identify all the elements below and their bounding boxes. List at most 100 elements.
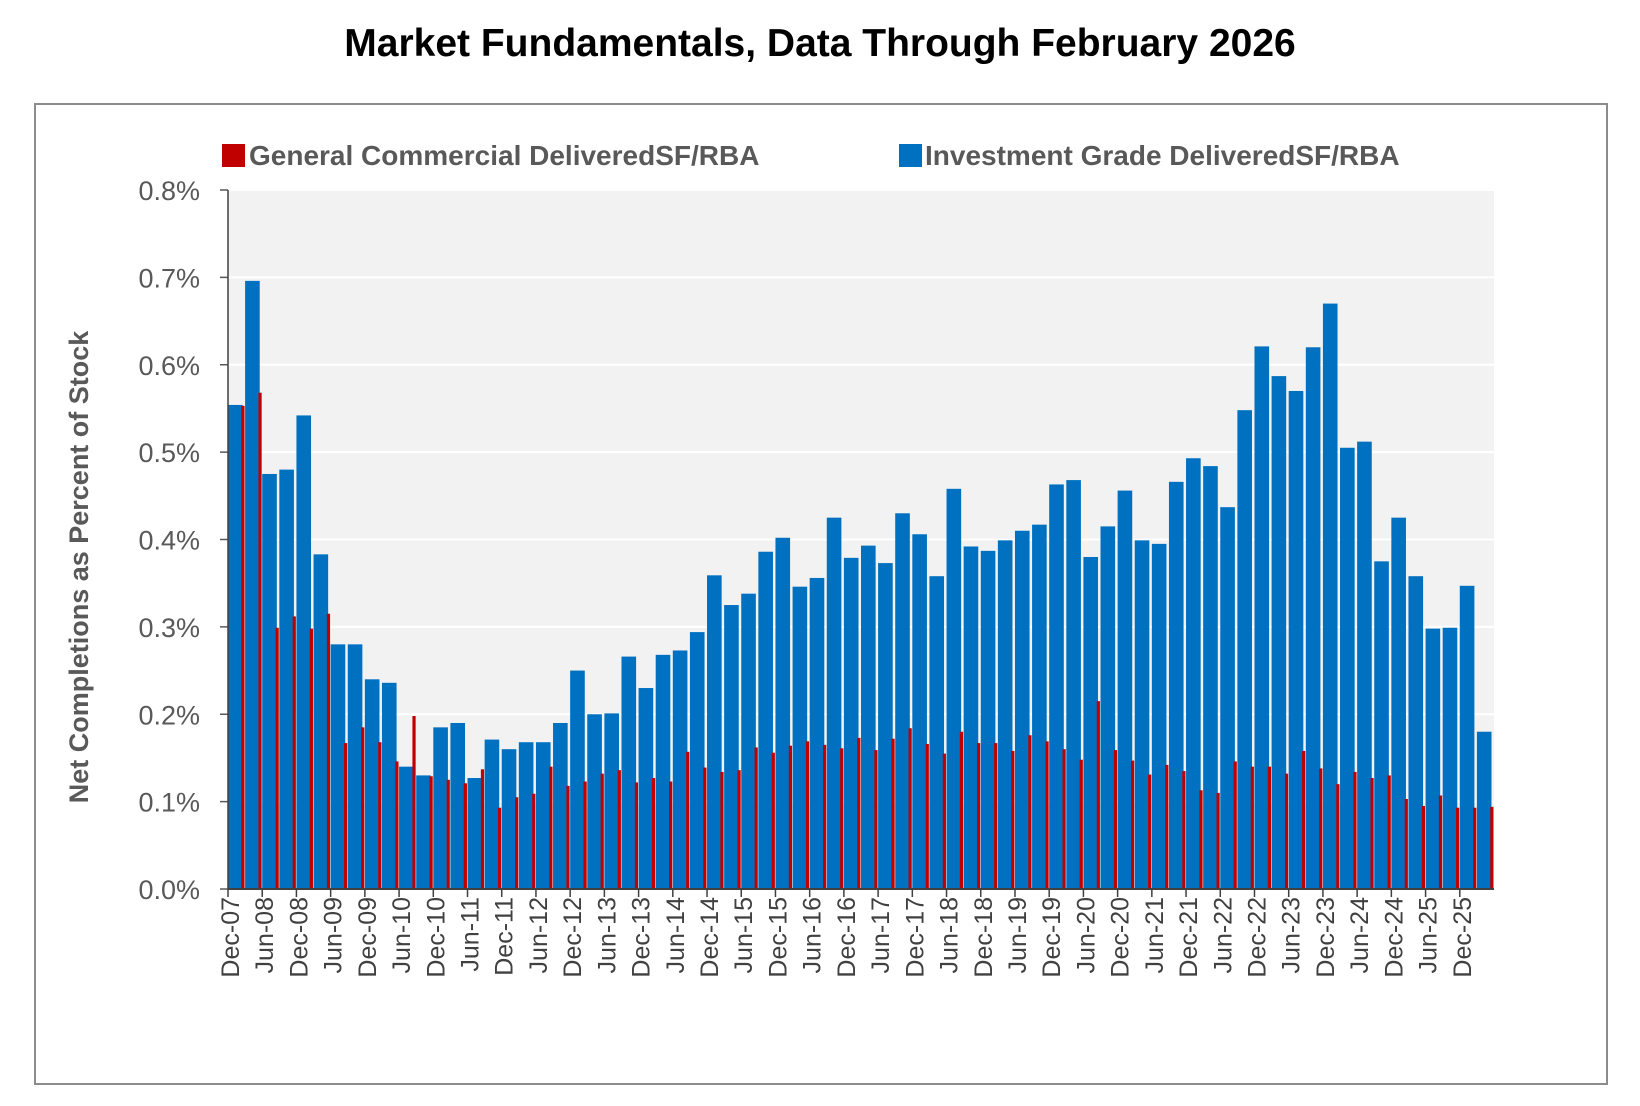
bar-investment-grade	[1391, 517, 1406, 889]
bar-general-commercial	[446, 779, 450, 889]
bar-general-commercial	[840, 748, 844, 889]
x-tick-label: Jun-10	[388, 897, 416, 973]
bar-investment-grade	[689, 632, 705, 889]
bar-general-commercial	[1387, 775, 1391, 889]
x-tick-label: Jun-13	[593, 897, 621, 973]
x-tick-label: Dec-20	[1107, 897, 1135, 978]
bar-general-commercial	[1216, 792, 1220, 889]
bar-investment-grade	[296, 415, 312, 889]
bar-investment-grade	[724, 605, 739, 889]
legend: General Commercial DeliveredSF/RBA Inves…	[222, 140, 1400, 171]
bar-general-commercial	[669, 781, 673, 889]
x-tick-label: Jun-15	[730, 897, 758, 973]
x-tick-label: Jun-14	[662, 897, 690, 974]
bar-general-commercial	[617, 770, 621, 889]
bar-investment-grade	[792, 586, 808, 889]
bar-general-commercial	[309, 628, 313, 889]
bar-general-commercial	[634, 782, 639, 889]
bar-general-commercial	[583, 781, 587, 889]
bar-general-commercial	[361, 727, 365, 889]
x-tick-label: Dec-10	[422, 897, 450, 978]
bar-investment-grade	[1374, 561, 1389, 889]
bar-general-commercial	[1250, 766, 1254, 889]
bar-general-commercial	[1319, 768, 1323, 889]
bar-general-commercial	[805, 741, 810, 889]
bar-general-commercial	[1490, 806, 1494, 889]
x-tick-label: Jun-08	[251, 897, 279, 973]
bar-general-commercial	[600, 773, 604, 889]
bar-investment-grade	[228, 404, 243, 889]
chart-frame	[34, 103, 1608, 1085]
legend-swatch-investment-grade	[899, 144, 922, 167]
bar-general-commercial	[1421, 805, 1425, 889]
y-tick-label: 0.2%	[138, 700, 200, 730]
bar-general-commercial	[532, 793, 536, 889]
bar-general-commercial	[651, 778, 656, 889]
bar-investment-grade	[1117, 490, 1133, 889]
x-tick-label: Dec-25	[1449, 897, 1477, 978]
bar-investment-grade	[535, 742, 551, 889]
bar-general-commercial	[720, 771, 724, 889]
x-tick-label: Jun-11	[457, 897, 485, 972]
bar-general-commercial	[788, 745, 792, 889]
bar-general-commercial	[1456, 807, 1460, 889]
bar-general-commercial	[241, 405, 245, 889]
bar-investment-grade	[1271, 376, 1287, 889]
bar-investment-grade	[433, 727, 448, 889]
bar-general-commercial	[737, 770, 741, 889]
bar-investment-grade	[1032, 524, 1047, 889]
x-tick-label: Jun-23	[1278, 897, 1306, 973]
bar-investment-grade	[809, 577, 825, 889]
bar-investment-grade	[1340, 447, 1355, 889]
bar-investment-grade	[621, 656, 637, 889]
x-tick-label: Dec-17	[901, 897, 929, 978]
bar-general-commercial	[942, 753, 946, 889]
bar-general-commercial	[1404, 799, 1408, 889]
bar-general-commercial	[771, 752, 775, 889]
bar-general-commercial	[1370, 778, 1374, 889]
x-tick-label: Dec-19	[1038, 897, 1066, 978]
bar-investment-grade	[1100, 526, 1116, 889]
x-tick-label: Dec-09	[354, 897, 382, 978]
bar-general-commercial	[1353, 771, 1357, 889]
bar-general-commercial	[754, 747, 758, 889]
bar-general-commercial	[994, 743, 998, 889]
x-tick-label: Dec-23	[1312, 897, 1340, 978]
y-tick-label: 0.8%	[138, 176, 200, 206]
bar-investment-grade	[1357, 441, 1372, 889]
bar-investment-grade	[1083, 556, 1099, 889]
bar-general-commercial	[1284, 773, 1289, 889]
bar-general-commercial	[1113, 750, 1118, 889]
bar-investment-grade	[895, 513, 910, 889]
x-tick-label: Jun-22	[1209, 897, 1237, 973]
bar-investment-grade	[262, 473, 277, 889]
y-tick-label: 0.6%	[138, 351, 200, 381]
bar-general-commercial	[326, 613, 331, 889]
bar-general-commercial	[976, 743, 981, 889]
bar-general-commercial	[1062, 749, 1066, 889]
bar-investment-grade	[1408, 576, 1424, 889]
bars	[228, 280, 1494, 890]
bar-investment-grade	[518, 742, 534, 889]
bar-investment-grade	[1254, 346, 1270, 889]
x-tick-label: Dec-18	[970, 897, 998, 978]
bar-investment-grade	[1220, 507, 1235, 889]
bar-investment-grade	[963, 546, 979, 889]
bar-investment-grade	[330, 644, 346, 889]
bar-general-commercial	[343, 743, 348, 889]
x-tick-label: Dec-24	[1380, 897, 1408, 978]
bar-general-commercial	[1473, 807, 1477, 889]
bar-investment-grade	[1014, 530, 1030, 889]
bar-general-commercial	[429, 776, 433, 889]
bar-investment-grade	[1049, 484, 1064, 889]
bar-general-commercial	[857, 737, 861, 889]
bar-investment-grade	[912, 534, 927, 889]
legend-swatch-general-commercial	[222, 144, 245, 167]
x-tick-label: Jun-17	[867, 897, 895, 973]
bar-investment-grade	[364, 679, 380, 889]
bar-investment-grade	[775, 537, 791, 889]
bar-general-commercial	[908, 728, 912, 889]
bar-general-commercial	[1096, 701, 1100, 889]
bar-investment-grade	[347, 644, 363, 889]
x-tick-label: Jun-09	[320, 897, 348, 973]
